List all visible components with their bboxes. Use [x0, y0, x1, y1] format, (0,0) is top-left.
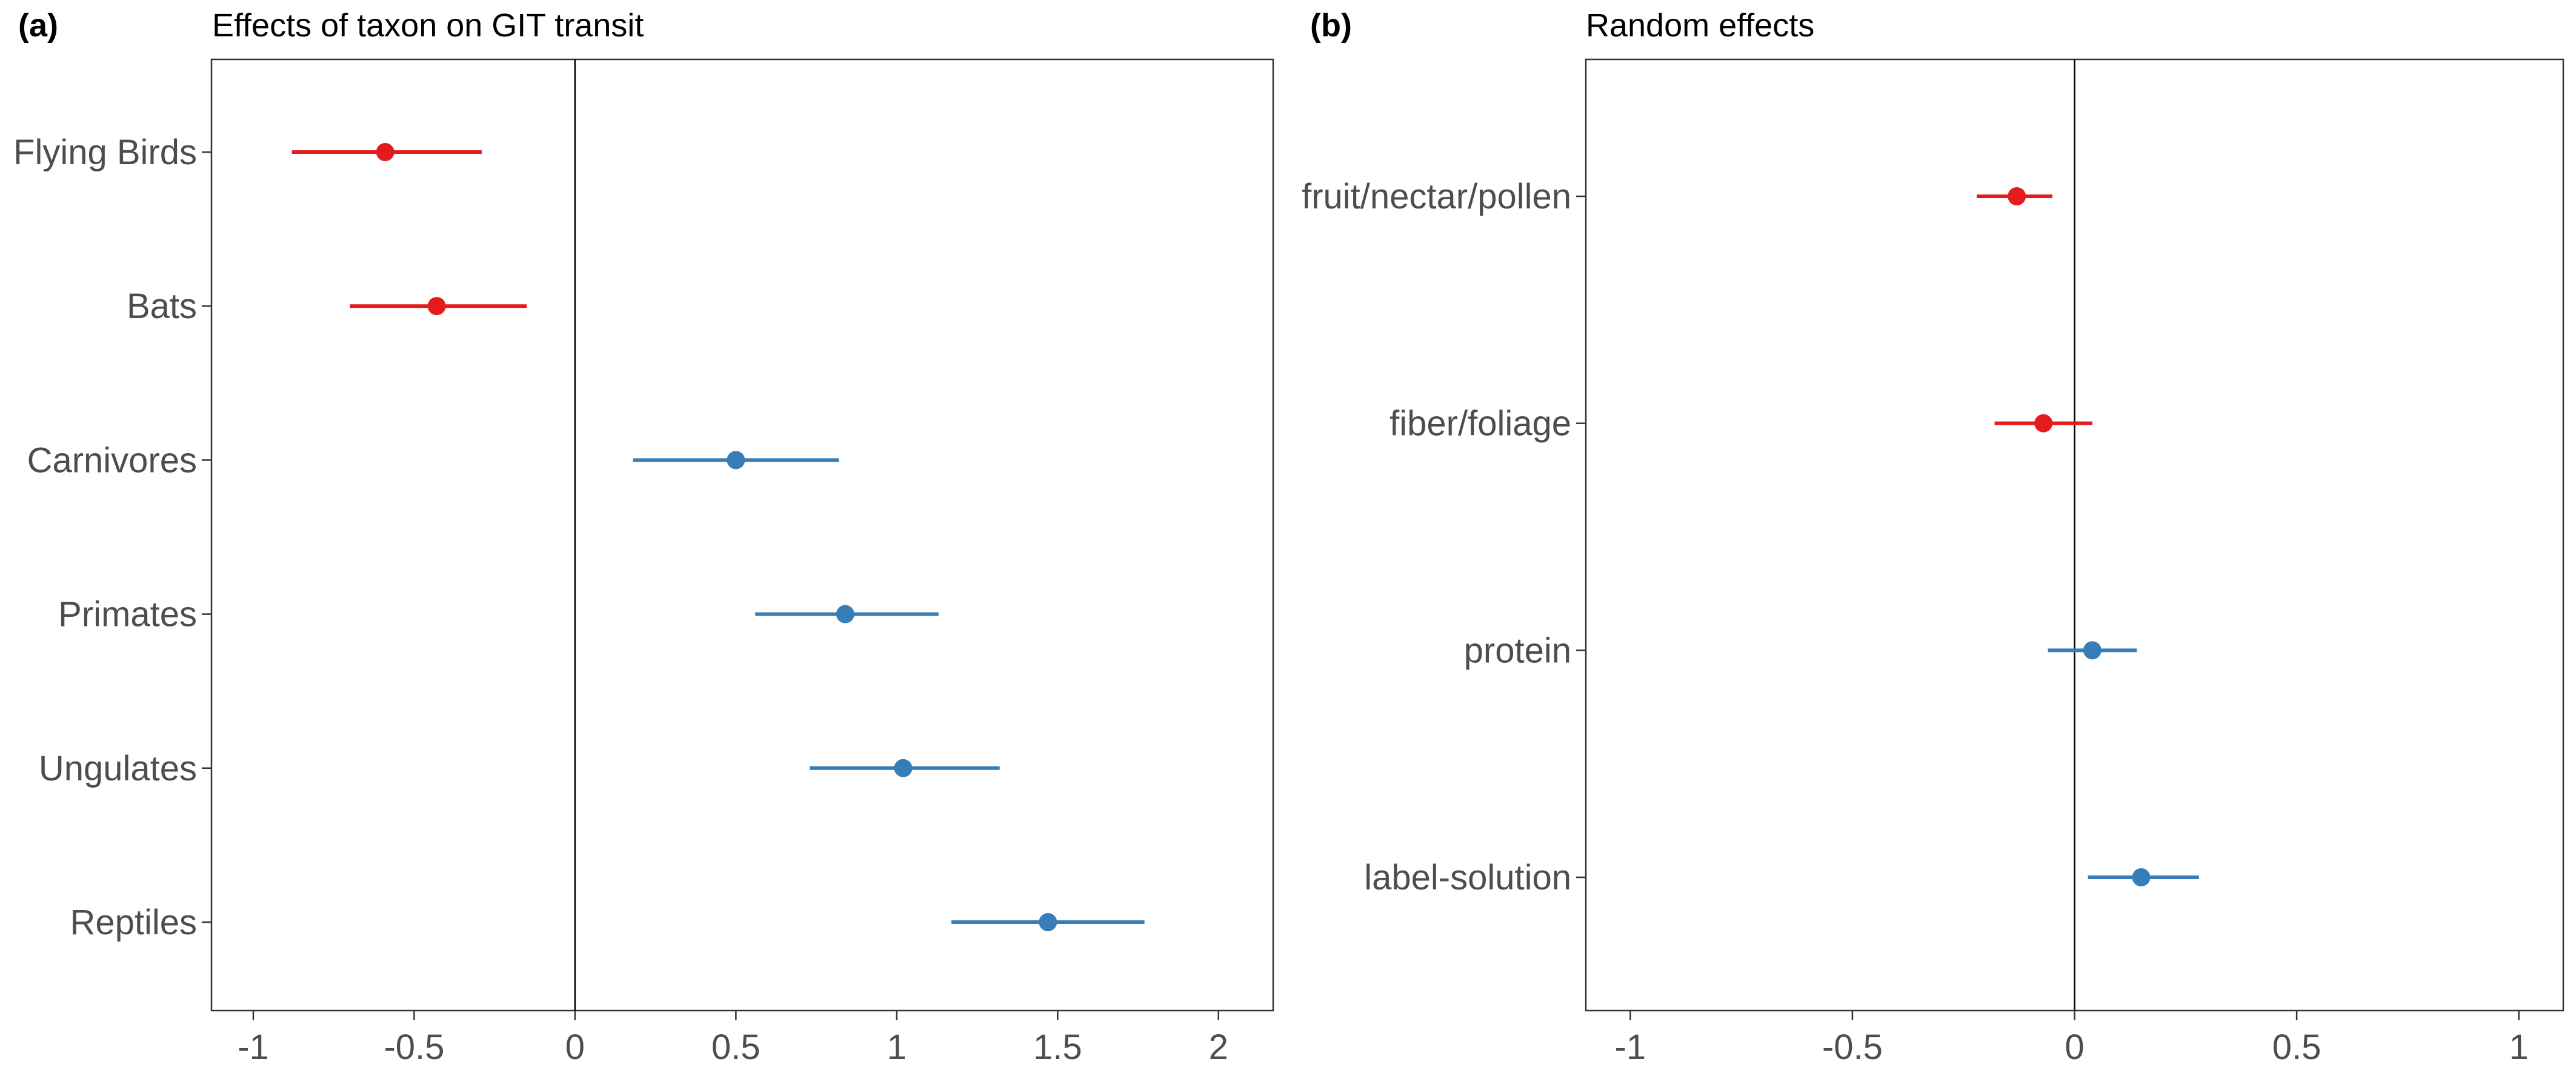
- panel-a-x-tick-label: 1: [887, 1028, 907, 1067]
- panel-a-marks: -1 -0.5 0 0.5 1 1.5 2 Flying Birds Bats Carnivore…: [13, 59, 1228, 1067]
- panel-b-y-tick-label: fruit/nectar/pollen: [1302, 177, 1571, 216]
- panel-a-estimate-point: [1039, 913, 1057, 931]
- panel-a-x-tick-label: 2: [1209, 1028, 1228, 1067]
- panel-b-x-tick-label: -0.5: [1822, 1028, 1883, 1067]
- panel-b-x-tick-label: 1: [2509, 1028, 2529, 1067]
- panel-b-y-tick-label: protein: [1464, 631, 1571, 670]
- panel-a-estimate-point: [727, 451, 745, 470]
- panel-a-y-tick-label: Flying Birds: [13, 133, 197, 172]
- panel-b-x-tick-label: 0.5: [2272, 1028, 2321, 1067]
- panel-a-x-tick-label: 0: [565, 1028, 585, 1067]
- panel-b-x-tick-label: 0: [2065, 1028, 2084, 1067]
- panel-a-y-tick-label: Reptiles: [70, 903, 197, 942]
- panel-a-x-tick-label: -1: [238, 1028, 269, 1067]
- panel-a-x-tick-label: 1.5: [1033, 1028, 1082, 1067]
- panel-b-marks: -1 -0.5 0 0.5 1 fruit/nectar/pollen fiber/foli…: [1302, 59, 2529, 1067]
- panel-a: (a) Effects of taxon on GIT transit -1 -0…: [13, 7, 1274, 1067]
- panel-a-y-tick-label: Ungulates: [39, 749, 197, 788]
- panel-a-estimate-point: [894, 759, 913, 777]
- panel-b-y-tick-label: label-solution: [1364, 858, 1571, 897]
- panel-a-x-tick-label: 0.5: [711, 1028, 760, 1067]
- panel-b-y-tick-label: fiber/foliage: [1390, 404, 1571, 443]
- panel-a-y-tick-label: Primates: [58, 595, 197, 634]
- panel-a-estimate-point: [376, 143, 394, 161]
- panel-b-estimate-point: [2083, 641, 2102, 660]
- panel-a-plot-area: [210, 58, 1274, 1012]
- panel-b-estimate-point: [2034, 414, 2053, 433]
- panel-b: (b) Random effects -1 -0.5 0 0.5 1 fruit/nect…: [1302, 7, 2564, 1067]
- panel-a-estimate-point: [427, 297, 446, 316]
- panel-a-y-tick-label: Carnivores: [27, 440, 197, 480]
- panel-b-title: Random effects: [1586, 7, 1814, 44]
- panel-b-x-tick-label: -1: [1615, 1028, 1646, 1067]
- panel-b-estimate-point: [2132, 868, 2151, 886]
- panel-a-label: (a): [18, 7, 58, 44]
- panel-a-y-tick-label: Bats: [127, 287, 197, 326]
- panel-a-title: Effects of taxon on GIT transit: [212, 7, 644, 44]
- panel-b-estimate-point: [2008, 187, 2026, 205]
- panel-a-x-tick-label: -0.5: [384, 1028, 444, 1067]
- panel-a-estimate-point: [836, 605, 854, 623]
- panel-b-label: (b): [1310, 7, 1352, 44]
